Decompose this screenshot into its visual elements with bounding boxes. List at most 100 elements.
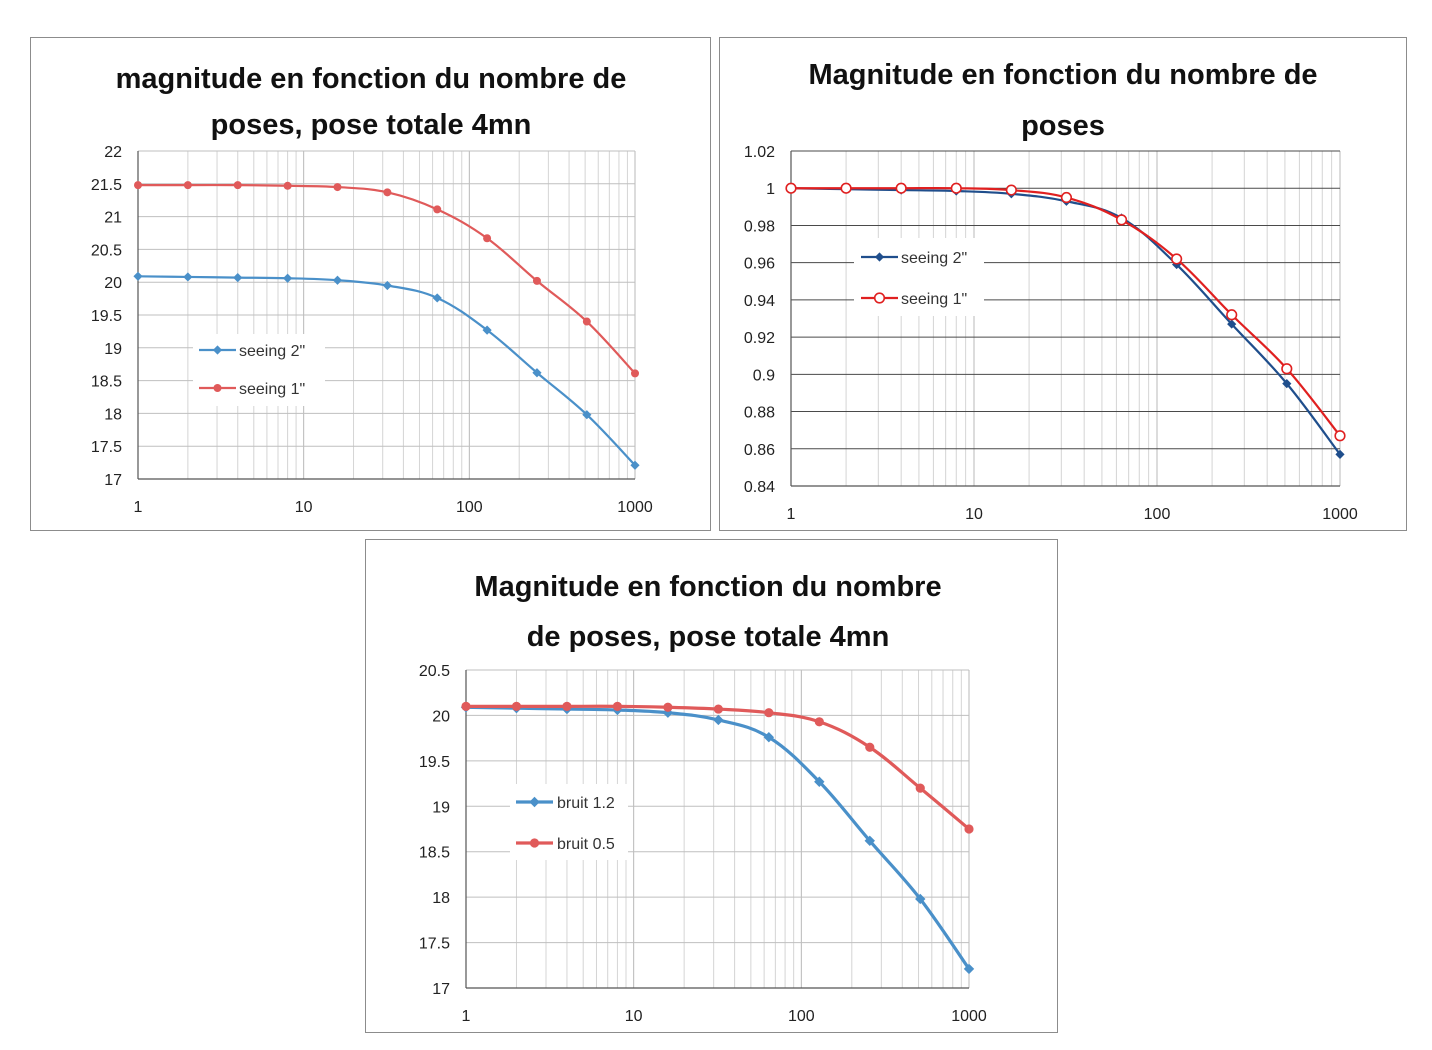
chart-2-series-1-point: [1227, 319, 1237, 329]
chart-1-series-1-point: [183, 272, 193, 282]
chart-2-series-1-point: [1282, 379, 1292, 389]
chart-1-y-tick-label: 20.5: [91, 242, 122, 259]
chart-1-svg: magnitude en fonction du nombre de poses,…: [91, 63, 653, 516]
chart-3-series-2: [461, 701, 974, 834]
chart-3-y-tick-label: 18: [432, 890, 450, 907]
chart-3-series-2-point: [663, 702, 673, 712]
chart-2-legend-label-1: seeing 2": [901, 250, 967, 267]
chart-2-series-2-point: [1281, 363, 1293, 375]
chart-panel-1: magnitude en fonction du nombre de poses,…: [30, 37, 711, 531]
chart-2-y-tick-label: 1: [766, 181, 775, 198]
chart-2-y-tick-label: 0.88: [744, 405, 775, 422]
chart-3-series-2-point: [713, 704, 723, 714]
chart-3-series-1-point: [763, 732, 775, 743]
chart-2-series-1-line: [789, 187, 1342, 456]
chart-1-title-line-1: magnitude en fonction du nombre de: [116, 63, 627, 95]
chart-3-x-tick-label: 1: [462, 1008, 471, 1025]
chart-2-series-2-point: [785, 182, 797, 194]
chart-1-series-1-point: [332, 275, 343, 285]
chart-2-y-tick-label: 0.84: [744, 479, 775, 496]
chart-2-series-2-point: [1226, 309, 1238, 321]
chart-1-series-2-point: [134, 181, 142, 190]
chart-2-y-tick-label: 0.94: [744, 293, 775, 310]
chart-3-series-1-point: [713, 714, 724, 726]
chart-3-series-2-point: [612, 701, 623, 711]
chart-1-series-2-point: [333, 183, 342, 192]
chart-1-legend-label-1: seeing 2": [239, 343, 305, 360]
chart-3-legend-label-2: bruit 0.5: [557, 836, 615, 853]
chart-2-y-tick-label: 0.92: [744, 330, 775, 347]
chart-3-title-line-1: Magnitude en fonction du nombre: [474, 571, 941, 603]
chart-2-series-2-point: [840, 182, 852, 194]
chart-2-series-2-point: [895, 182, 907, 194]
chart-1-series-2-point: [433, 205, 442, 214]
chart-1-y-tick-label: 17.5: [91, 439, 122, 456]
chart-1-series-2-point: [532, 276, 541, 285]
chart-1-series-2-point: [483, 234, 492, 243]
chart-1-y-tick-label: 21: [104, 210, 122, 227]
chart-1-series-2-point: [631, 369, 639, 378]
chart-3-legend-marker-1: [529, 796, 540, 808]
chart-2-legend-marker-1: [874, 252, 885, 262]
chart-1-series-1-point: [482, 325, 492, 335]
chart-3-y-tick-label: 17.5: [419, 936, 450, 953]
chart-2-y-tick-label: 1.02: [744, 144, 775, 161]
chart-panel-2: Magnitude en fonction du nombre de poses 0…: [719, 37, 1407, 531]
chart-3-y-tick-label: 19: [432, 799, 450, 816]
chart-3-y-tick-label: 19.5: [419, 754, 450, 771]
chart-1-series-1-point: [233, 273, 243, 283]
chart-3-y-tick-label: 20.5: [419, 663, 450, 680]
chart-3-series-1-line: [464, 705, 971, 971]
chart-1-y-tick-label: 19: [104, 341, 122, 358]
chart-3-title-line-2: de poses, pose totale 4mn: [527, 621, 890, 653]
chart-3-x-tick-label: 100: [788, 1008, 815, 1025]
chart-2-y-tick-label: 0.98: [744, 218, 775, 235]
chart-1-y-tick-label: 19.5: [91, 308, 122, 325]
chart-3-y-tick-label: 17: [432, 981, 450, 998]
chart-2-grid: [790, 150, 1341, 487]
chart-1-series-2-point: [283, 181, 292, 190]
chart-1-grid: [137, 150, 636, 480]
chart-3-legend-background: [510, 784, 628, 860]
chart-2-series-2: [785, 182, 1346, 442]
chart-1-series-2-point: [582, 317, 591, 326]
chart-3-series-2-point: [562, 701, 572, 711]
chart-1-x-tick-label: 100: [456, 499, 483, 516]
chart-1-y-tick-label: 17: [104, 472, 122, 489]
chart-1-series-1-point: [382, 280, 392, 291]
chart-3-series-2-point: [511, 701, 522, 711]
chart-2-legend: seeing 2" seeing 1": [854, 238, 984, 316]
chart-2-series-2-point: [1060, 191, 1073, 204]
chart-2-y-tick-label: 0.96: [744, 256, 775, 273]
chart-3-legend: bruit 1.2 bruit 0.5: [510, 784, 628, 860]
chart-3-series-2-point: [814, 717, 824, 727]
chart-1-legend-marker-2: [213, 384, 222, 392]
chart-1-y-tick-label: 18.5: [91, 374, 122, 391]
chart-2-x-tick-label: 10: [965, 506, 983, 523]
chart-2-title-line-1: Magnitude en fonction du nombre de: [808, 59, 1317, 91]
chart-2-legend-background: [854, 238, 984, 316]
chart-2-svg: Magnitude en fonction du nombre de poses 0…: [744, 59, 1358, 523]
chart-3-y-tick-label: 18.5: [419, 845, 450, 862]
chart-1-series-2-point: [233, 181, 242, 190]
chart-3-series-2-point: [865, 742, 875, 752]
chart-2-title-line-2: poses: [1021, 110, 1105, 142]
chart-2-series-1: [786, 183, 1345, 459]
chart-3-series-2-point: [915, 783, 925, 793]
chart-2-x-tick-label: 1: [787, 506, 796, 523]
chart-2-series-2-point: [950, 182, 962, 194]
chart-1-legend-marker-1: [212, 345, 223, 355]
chart-2-legend-label-2: seeing 1": [901, 291, 967, 308]
chart-2-series-1-point: [1335, 449, 1345, 459]
chart-3-legend-marker-2: [529, 838, 540, 848]
chart-1-legend: seeing 2" seeing 1": [193, 334, 325, 406]
chart-1-series-1-point: [630, 460, 640, 470]
chart-1-legend-label-2: seeing 1": [239, 381, 305, 398]
chart-3-y-tick-label: 20: [432, 708, 450, 725]
chart-1-legend-background: [193, 334, 325, 406]
chart-2-series-2-point: [1005, 184, 1017, 196]
chart-2-x-tick-label: 100: [1144, 506, 1171, 523]
chart-3-series-2-point: [964, 824, 974, 834]
chart-2-x-tick-label: 1000: [1322, 506, 1358, 523]
chart-1-x-tick-label: 1000: [617, 499, 653, 516]
